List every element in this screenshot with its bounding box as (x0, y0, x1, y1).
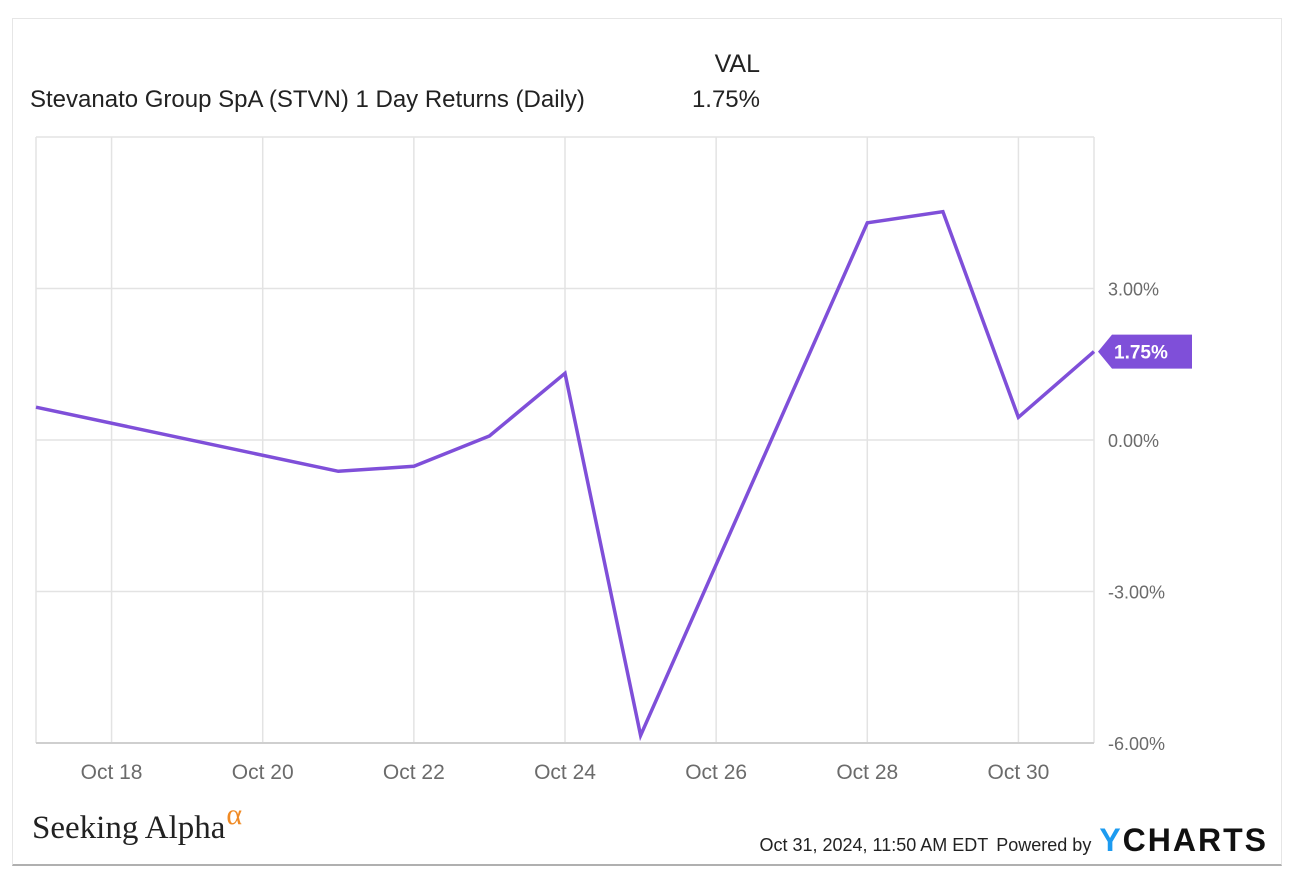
y-tick-label: -3.00% (1108, 583, 1165, 603)
brand-name: Seeking Alpha (32, 810, 226, 846)
ycharts-logo: YCHARTS (1099, 822, 1268, 859)
chart-frame (12, 18, 1282, 866)
legend-column-header: VAL (714, 50, 760, 78)
x-axis-ticks: Oct 18 Oct 20 Oct 22 Oct 24 Oct 26 Oct 28 Oct … (81, 761, 1050, 784)
grid (36, 137, 1094, 743)
x-tick-label: Oct 24 (534, 761, 596, 784)
powered-by-text: Powered by (996, 835, 1092, 855)
y-tick-label: 0.00% (1108, 431, 1159, 451)
last-value-flag: 1.75% (1098, 334, 1192, 369)
x-tick-label: Oct 20 (232, 761, 294, 784)
y-axis-ticks: 3.00% 0.00% -3.00% -6.00% (1108, 280, 1165, 755)
footer-attribution: Oct 31, 2024, 11:50 AM EDT Powered by YC… (759, 822, 1268, 859)
x-tick-label: Oct 18 (81, 761, 143, 784)
ycharts-wordmark: CHARTS (1122, 822, 1268, 858)
last-value-flag-shape (1098, 334, 1192, 369)
alpha-icon: α (226, 798, 243, 831)
axes (35, 136, 1095, 744)
timestamp: Oct 31, 2024, 11:50 AM EDT (759, 835, 989, 855)
x-tick-label: Oct 30 (987, 761, 1049, 784)
ycharts-y-icon: Y (1099, 822, 1123, 858)
seeking-alpha-logo: Seeking Alphaα (32, 798, 242, 847)
legend-series-value: 1.75% (691, 86, 760, 113)
x-tick-label: Oct 26 (685, 761, 747, 784)
series-layer (35, 209, 1096, 742)
last-value-label: 1.75% (1114, 343, 1168, 364)
x-tick-label: Oct 28 (836, 761, 898, 784)
series-line (35, 209, 1096, 742)
legend-series-label: Stevanato Group SpA (STVN) 1 Day Returns… (30, 86, 585, 113)
y-tick-label: -6.00% (1108, 734, 1165, 754)
x-tick-label: Oct 22 (383, 761, 445, 784)
y-tick-label: 3.00% (1108, 280, 1159, 300)
